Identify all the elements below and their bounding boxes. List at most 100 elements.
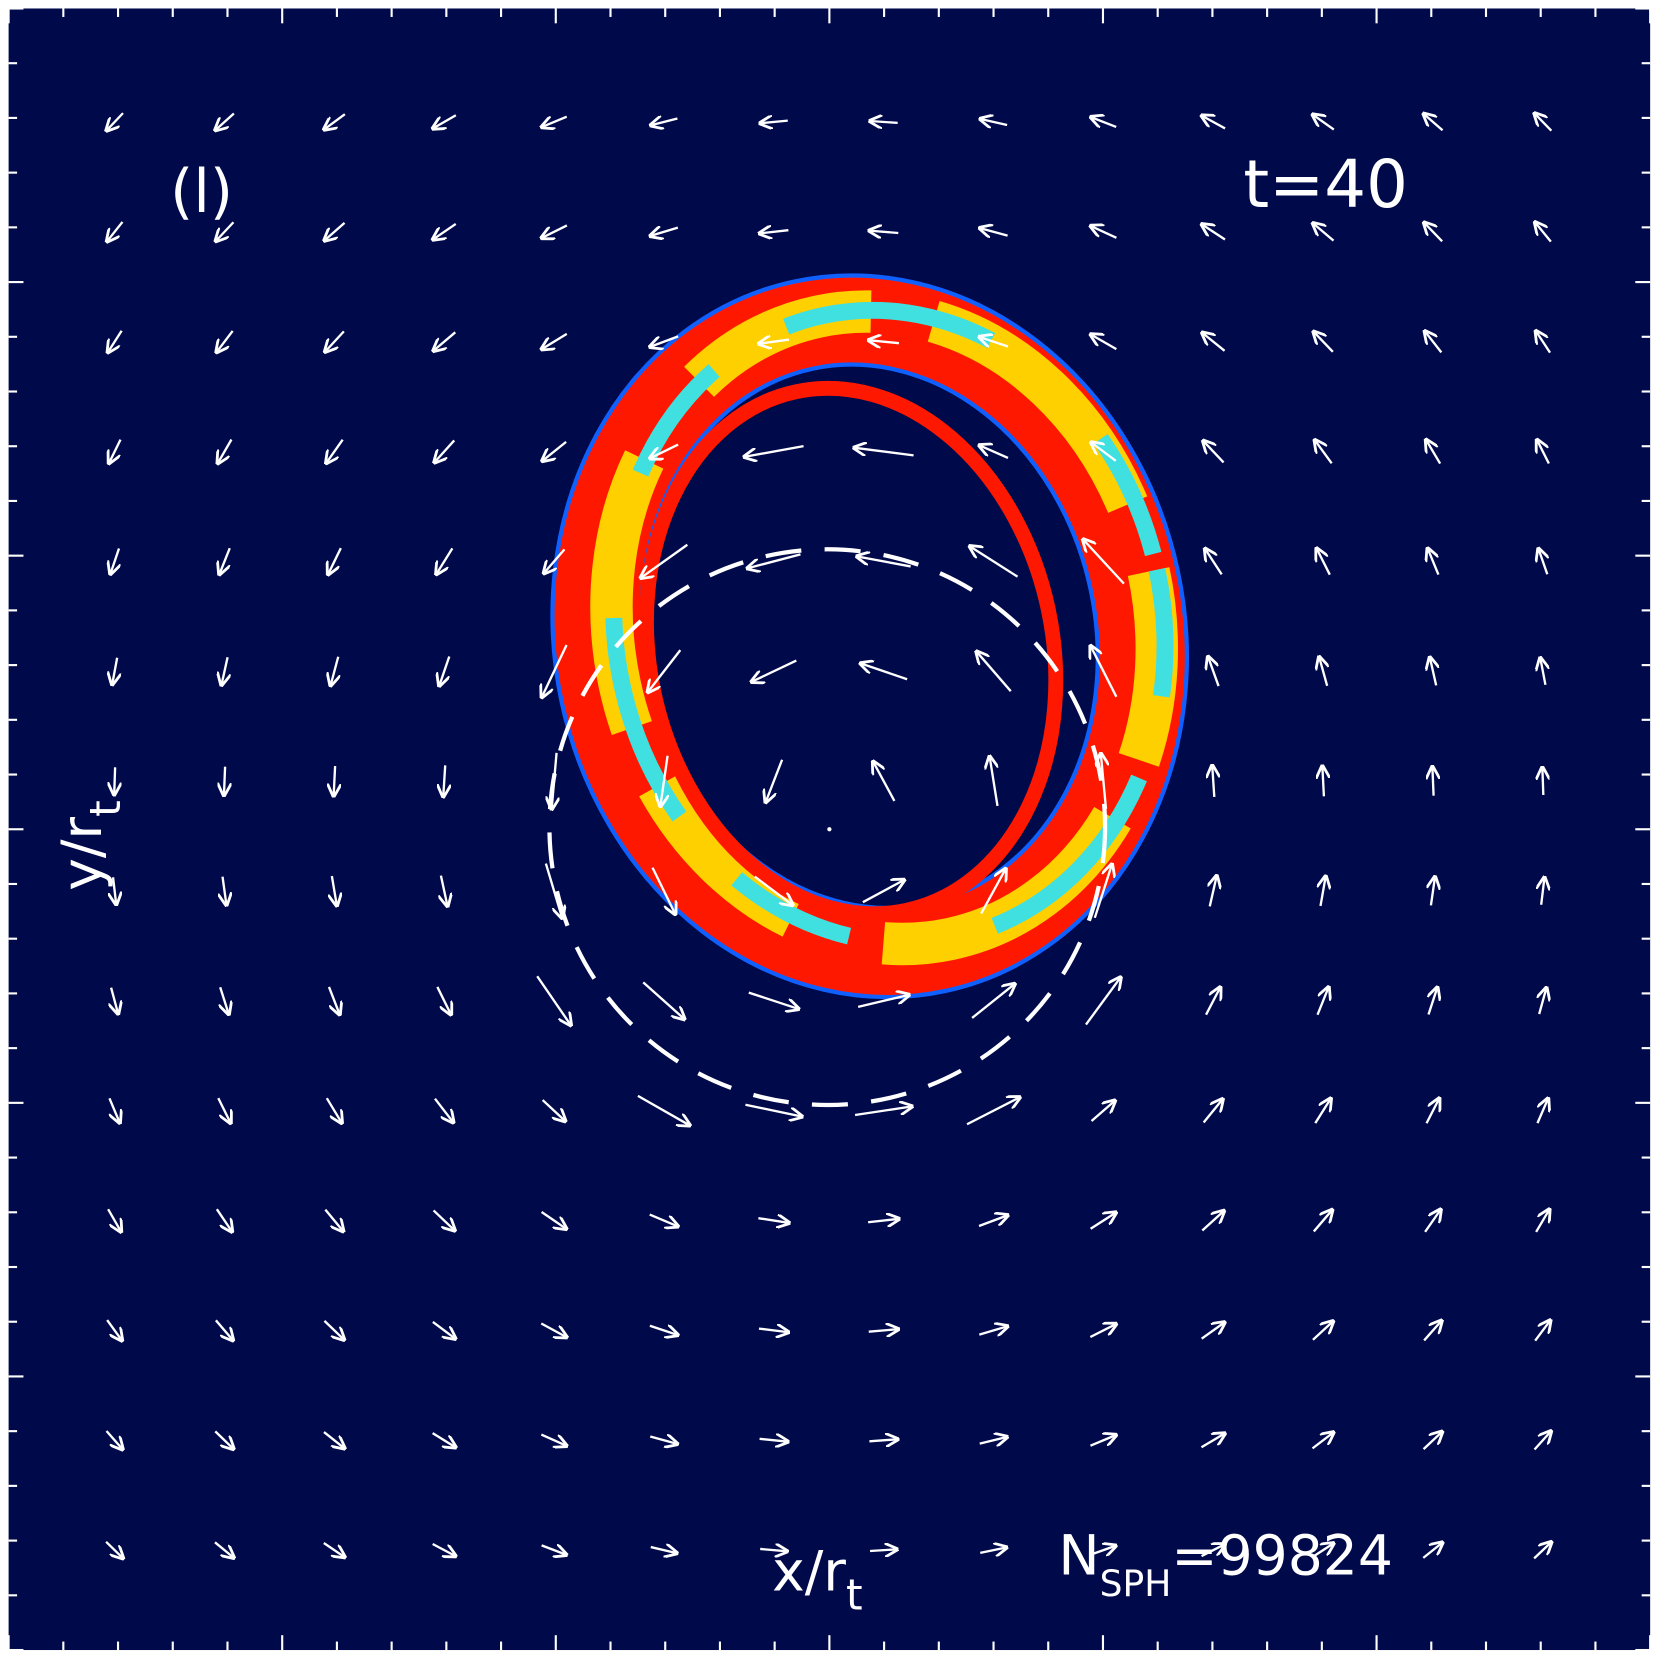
velocity-arrow bbox=[970, 546, 1019, 578]
velocity-arrow bbox=[747, 553, 801, 568]
velocity-arrow bbox=[648, 649, 682, 692]
velocity-arrow bbox=[114, 767, 115, 795]
velocity-arrow bbox=[324, 221, 346, 241]
velocity-arrow bbox=[650, 443, 679, 459]
velocity-arrow bbox=[759, 1439, 788, 1442]
velocity-arrow bbox=[540, 1211, 567, 1229]
velocity-arrow bbox=[1534, 1320, 1550, 1342]
velocity-arrow bbox=[1083, 539, 1125, 585]
velocity-arrow bbox=[1201, 115, 1226, 130]
velocity-arrow bbox=[979, 228, 1008, 236]
velocity-arrow bbox=[219, 547, 231, 574]
velocity-arrow bbox=[541, 332, 568, 350]
velocity-arrow bbox=[109, 439, 122, 464]
velocity-arrow bbox=[862, 880, 905, 904]
velocity-arrow bbox=[436, 986, 451, 1015]
velocity-arrow bbox=[220, 986, 229, 1014]
velocity-arrow bbox=[1313, 223, 1335, 242]
velocity-arrow bbox=[433, 114, 457, 128]
velocity-arrow bbox=[324, 113, 346, 129]
velocity-arrow bbox=[325, 330, 345, 352]
velocity-arrow bbox=[854, 448, 914, 457]
velocity-arrow bbox=[868, 1329, 899, 1332]
velocity-arrow bbox=[334, 765, 335, 796]
ring-core bbox=[605, 301, 1174, 952]
velocity-arrow bbox=[759, 340, 790, 344]
velocity-arrow bbox=[216, 330, 234, 353]
velocity-arrow bbox=[748, 991, 799, 1009]
velocity-arrow bbox=[1091, 117, 1117, 127]
velocity-arrow bbox=[637, 1094, 690, 1126]
velocity-arrow bbox=[1205, 548, 1223, 575]
velocity-arrow bbox=[1424, 222, 1443, 243]
velocity-arrow bbox=[650, 335, 679, 347]
velocity-arrow bbox=[1428, 548, 1440, 576]
velocity-arrow bbox=[758, 1329, 789, 1333]
velocity-arrow bbox=[215, 1208, 232, 1232]
velocity-arrow bbox=[1422, 1542, 1442, 1559]
y-label: y/rt bbox=[51, 800, 131, 891]
velocity-arrow bbox=[111, 987, 118, 1014]
velocity-arrow bbox=[1319, 657, 1327, 687]
velocity-arrow bbox=[432, 1542, 456, 1556]
velocity-arrow bbox=[1535, 222, 1552, 243]
velocity-arrow bbox=[540, 1433, 566, 1446]
x-label-main: x/r bbox=[772, 1541, 846, 1605]
velocity-arrow bbox=[434, 439, 456, 462]
velocity-arrow bbox=[1322, 766, 1324, 797]
velocity-arrow bbox=[1313, 331, 1334, 353]
velocity-arrow bbox=[1208, 656, 1220, 687]
x-label: x/rt bbox=[772, 1541, 863, 1621]
velocity-arrow bbox=[980, 868, 1006, 915]
velocity-arrow bbox=[978, 1215, 1008, 1228]
velocity-arrow bbox=[214, 1319, 233, 1340]
velocity-arrow bbox=[1212, 765, 1214, 798]
velocity-arrow bbox=[979, 1437, 1008, 1444]
velocity-arrow bbox=[744, 445, 804, 457]
velocity-arrow bbox=[544, 863, 562, 919]
velocity-arrow bbox=[1090, 1435, 1116, 1447]
velocity-arrow bbox=[432, 1432, 456, 1447]
velocity-arrow bbox=[1425, 331, 1443, 354]
velocity-arrow bbox=[542, 644, 568, 698]
velocity-arrow bbox=[544, 548, 566, 573]
velocity-arrow bbox=[854, 1106, 912, 1117]
velocity-arrow bbox=[1312, 114, 1335, 131]
velocity-arrow bbox=[1202, 1099, 1223, 1124]
velocity-arrow bbox=[221, 656, 227, 685]
velocity-arrow bbox=[766, 759, 784, 803]
velocity-arrow bbox=[552, 752, 557, 809]
velocity-arrow bbox=[1536, 331, 1552, 354]
velocity-arrow bbox=[759, 230, 789, 233]
velocity-arrow bbox=[326, 439, 344, 464]
velocity-arrow bbox=[105, 1430, 122, 1450]
velocity-arrow bbox=[870, 121, 898, 123]
velocity-arrow bbox=[541, 115, 568, 127]
velocity-arrow bbox=[439, 656, 451, 686]
velocity-arrow bbox=[649, 1437, 677, 1445]
velocity-arrow bbox=[1425, 1098, 1440, 1124]
velocity-arrow bbox=[434, 1098, 454, 1123]
velocity-arrow bbox=[540, 1322, 567, 1337]
velocity-arrow bbox=[1535, 1209, 1549, 1233]
velocity-arrow bbox=[325, 1097, 342, 1123]
velocity-arrow bbox=[218, 438, 233, 464]
velocity-arrow bbox=[536, 975, 571, 1025]
velocity-arrow bbox=[217, 1097, 230, 1123]
velocity-arrow bbox=[1090, 226, 1117, 239]
velocity-arrow bbox=[1426, 440, 1442, 465]
velocity-arrow bbox=[323, 1542, 345, 1557]
velocity-arrow bbox=[1423, 114, 1444, 132]
velocity-arrow bbox=[650, 1547, 677, 1553]
velocity-arrow bbox=[860, 663, 908, 681]
velocity-arrow bbox=[1538, 548, 1547, 575]
velocity-arrow bbox=[869, 1439, 898, 1441]
velocity-arrow bbox=[433, 331, 457, 351]
velocity-arrow bbox=[433, 222, 457, 240]
velocity-arrow bbox=[541, 1099, 566, 1121]
velocity-arrow bbox=[650, 119, 678, 126]
velocity-arrow bbox=[542, 440, 567, 461]
velocity-arrow bbox=[1533, 1542, 1551, 1560]
velocity-arrow bbox=[758, 1218, 789, 1223]
